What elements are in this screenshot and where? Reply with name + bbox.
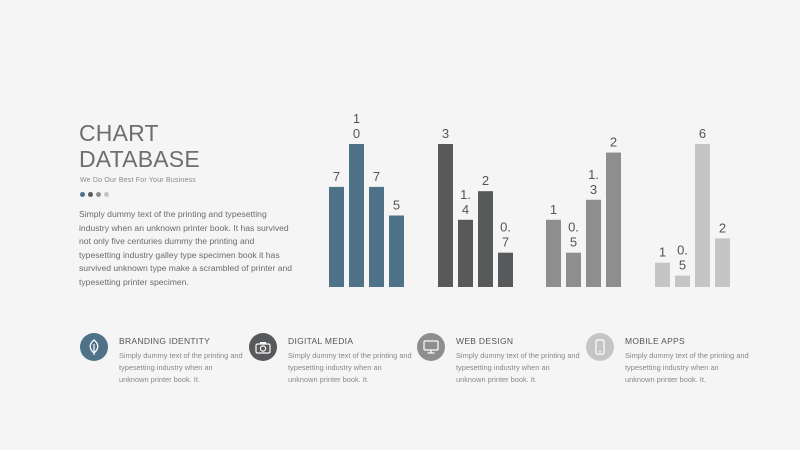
- bar-label-g2-2: 1. 4: [460, 187, 471, 217]
- feature-mobile-apps: MOBILE APPS Simply dummy text of the pri…: [586, 333, 749, 393]
- bar-label-g2-3: 2: [482, 173, 489, 188]
- description-text: Simply dummy text of the printing and ty…: [79, 209, 293, 287]
- bar-g3-4: [606, 152, 621, 287]
- camera-icon: [255, 341, 271, 354]
- feature-1-title: BRANDING IDENTITY: [119, 336, 211, 346]
- dot-4: [104, 192, 109, 197]
- bar-g3-2: [566, 252, 581, 287]
- bar-g2-2: [458, 219, 473, 287]
- feature-4-title: MOBILE APPS: [625, 336, 685, 346]
- bar-g4-1: [655, 262, 670, 287]
- bar-g3-3: [586, 199, 601, 287]
- dot-2: [88, 192, 93, 197]
- bar-label-g3-1: 1: [550, 202, 557, 217]
- color-dots: [80, 192, 109, 197]
- bar-g1-1: [329, 186, 344, 287]
- bar-g1-3: [369, 186, 384, 287]
- feature-4-icon-circle: [586, 333, 614, 361]
- bar-label-g1-4: 5: [393, 198, 400, 213]
- feature-2-title: DIGITAL MEDIA: [288, 336, 354, 346]
- feature-web-design: WEB DESIGN Simply dummy text of the prin…: [417, 333, 580, 393]
- bar-label-g4-4: 2: [719, 220, 726, 235]
- feature-digital-media: DIGITAL MEDIA Simply dummy text of the p…: [249, 333, 412, 393]
- bar-g2-3: [478, 191, 493, 287]
- bar-label-g1-1: 7: [333, 169, 340, 184]
- feature-4-text: Simply dummy text of the printing and ty…: [625, 351, 749, 384]
- title-line-1: CHART: [79, 120, 159, 146]
- title-line-2: DATABASE: [79, 146, 200, 172]
- bar-label-g4-1: 1: [659, 245, 666, 260]
- page-title: CHART DATABASE: [79, 120, 200, 172]
- feature-3-title: WEB DESIGN: [456, 336, 514, 346]
- dot-3: [96, 192, 101, 197]
- feature-3-icon-circle: [417, 333, 445, 361]
- bar-g4-2: [675, 275, 690, 287]
- feature-1-text: Simply dummy text of the printing and ty…: [119, 351, 243, 384]
- monitor-icon: [423, 340, 439, 354]
- feature-1-icon-circle: [80, 333, 108, 361]
- bar-label-g3-2: 0. 5: [568, 220, 579, 250]
- bar-g4-3: [695, 144, 710, 287]
- bar-label-g3-4: 2: [610, 135, 617, 150]
- dot-1: [80, 192, 85, 197]
- bar-g1-2: [349, 144, 364, 287]
- feature-branding-identity: BRANDING IDENTITY Simply dummy text of t…: [80, 333, 243, 393]
- bar-label-g4-3: 6: [699, 126, 706, 141]
- subtitle: We Do Our Best For Your Business: [80, 177, 196, 184]
- bar-g2-1: [438, 144, 453, 287]
- bar-g4-4: [715, 238, 730, 287]
- bar-g1-4: [389, 215, 404, 287]
- mobile-phone-icon: [595, 339, 605, 355]
- feature-3-text: Simply dummy text of the printing and ty…: [456, 351, 580, 384]
- bar-g3-1: [546, 219, 561, 287]
- bar-g2-4: [498, 252, 513, 287]
- leaf-icon: [89, 339, 99, 355]
- bar-label-g2-4: 0. 7: [500, 220, 511, 250]
- feature-2-text: Simply dummy text of the printing and ty…: [288, 351, 412, 384]
- bar-label-g3-3: 1. 3: [588, 167, 599, 197]
- bar-label-g1-3: 7: [373, 169, 380, 184]
- bar-label-g4-2: 0. 5: [677, 243, 688, 273]
- bar-label-g2-1: 3: [442, 126, 449, 141]
- feature-2-icon-circle: [249, 333, 277, 361]
